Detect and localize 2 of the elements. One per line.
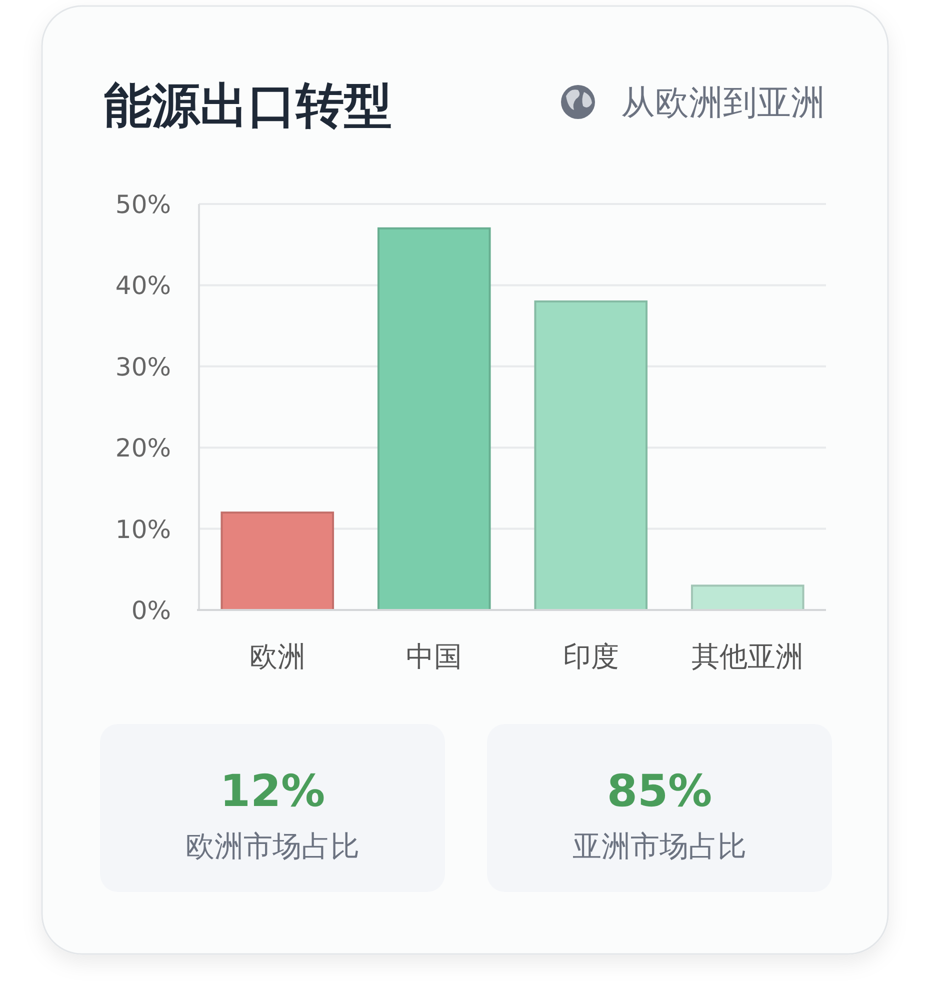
- subtitle: 从欧洲到亚洲: [621, 83, 825, 123]
- title: 能源出口转型: [104, 78, 392, 134]
